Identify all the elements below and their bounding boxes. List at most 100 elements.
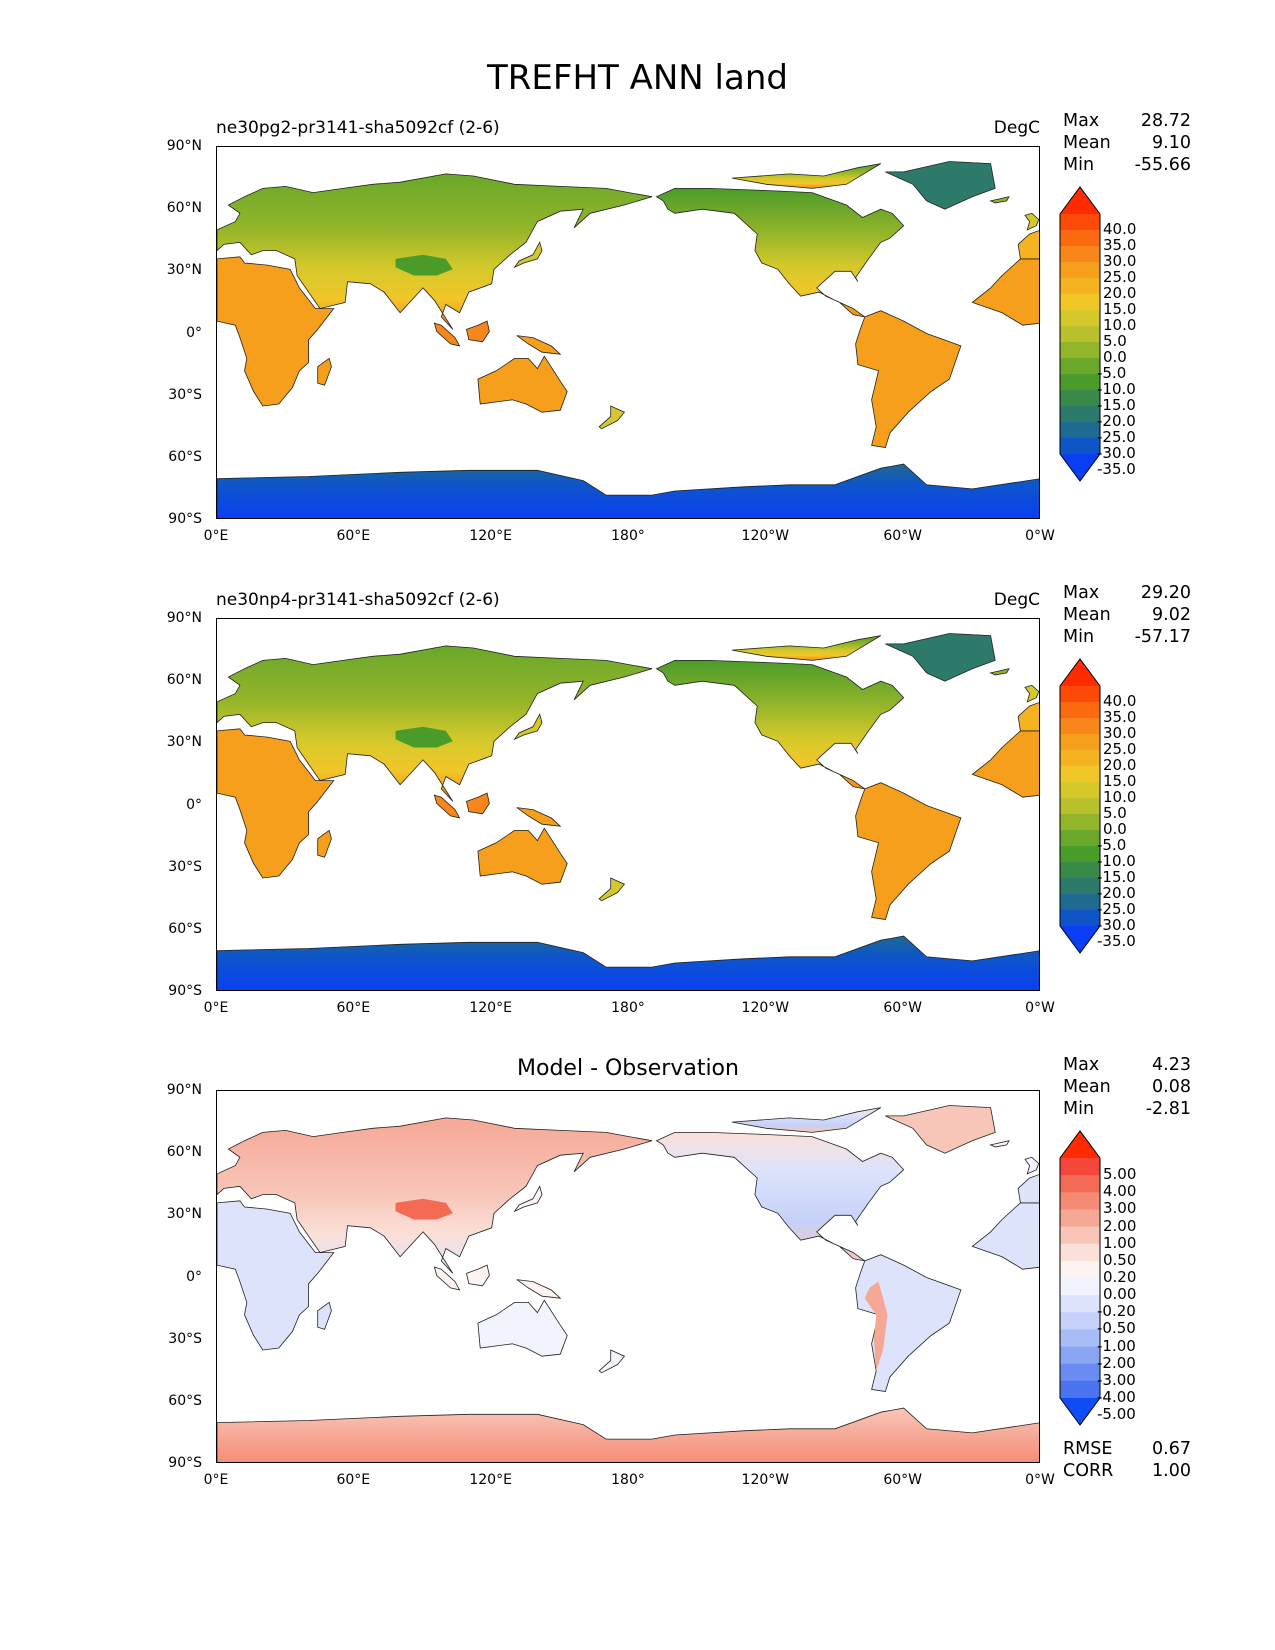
landmass-sumatra [433, 794, 461, 819]
lon-tick-label: 180° [611, 1472, 645, 1488]
map-plot [216, 618, 1040, 991]
colorbar-segment [1060, 326, 1100, 343]
colorbar-tick-label: 20.0 [1103, 284, 1137, 302]
landmass-arcticis [731, 635, 882, 661]
colorbar-segment [1060, 1192, 1100, 1210]
lon-tick-label: 60°E [336, 1000, 371, 1016]
colorbar-tick-label: -10.0 [1097, 380, 1136, 398]
colorbar-tick-label: 4.00 [1103, 1182, 1137, 1201]
landmass-nz [598, 405, 626, 430]
lat-tick-label: 60°S [168, 448, 202, 465]
colorbar-tick-label: 15.0 [1103, 300, 1137, 318]
landmass-borneo [466, 1264, 490, 1287]
lon-tick-label: 60°E [336, 1472, 371, 1488]
lat-tick-label: 60°N [166, 1144, 202, 1161]
landmass-eurasia [217, 173, 653, 330]
colorbar-tick-label: -35.0 [1097, 932, 1136, 950]
colorbar-segment [1060, 894, 1100, 911]
colorbar-tick-label: 2.00 [1103, 1216, 1137, 1235]
landmass-greenland [885, 161, 996, 210]
landmass-borneo [466, 320, 490, 343]
colorbar-segment [1060, 1209, 1100, 1228]
colorbar-segment [1060, 294, 1100, 311]
map-plot [216, 146, 1040, 519]
landmass-japan [513, 713, 543, 741]
colorbar-segment [1060, 830, 1100, 847]
colorbar-tick-label: -10.0 [1097, 852, 1136, 870]
colorbar-segment [1060, 734, 1100, 751]
landmass-africa [217, 256, 335, 407]
landmass-tibet [395, 726, 453, 748]
colorbar-segment [1060, 374, 1100, 391]
colorbar-segment [1060, 246, 1100, 263]
colorbar-segment [1060, 878, 1100, 895]
colorbar-outline [1059, 658, 1101, 954]
colorbar-tick-label: 0.50 [1103, 1250, 1137, 1269]
landmass-australia [477, 827, 568, 885]
landmass-madagascar [317, 357, 332, 386]
stat-mean: Mean 9.02 [1063, 605, 1191, 625]
lon-tick-label: 0°E [203, 528, 229, 544]
landmass-eurasia_w [1017, 1174, 1039, 1204]
lon-tick-label: 180° [611, 1000, 645, 1016]
units-label: DegC [993, 590, 1040, 610]
landmass-antarctica [217, 463, 1039, 518]
map-canvas [217, 1105, 1039, 1462]
lon-tick-label: 180° [611, 528, 645, 544]
landmass-antarctica [217, 1407, 1039, 1462]
colorbar-tick-label: 0.0 [1103, 820, 1127, 838]
colorbar-tick-label: -4.00 [1097, 1388, 1136, 1406]
colorbar-segment [1060, 718, 1100, 735]
landmass-tibet [395, 254, 453, 276]
units-label: DegC [993, 118, 1040, 138]
colorbar-tick-label: -30.0 [1097, 916, 1136, 934]
landmass-africa [217, 1200, 335, 1351]
colorbar-segment [1060, 358, 1100, 375]
stat-max: Max 4.23 [1063, 1055, 1191, 1075]
colorbar-segment [1060, 846, 1100, 863]
stat-max: Max 29.20 [1063, 583, 1191, 603]
colorbar-segment [1060, 1158, 1100, 1176]
lat-tick-label: 0° [186, 1268, 202, 1285]
lon-tick-label: 120°E [469, 1472, 512, 1488]
lat-tick-label: 0° [186, 324, 202, 341]
stats-box: Max 28.72 Mean 9.10 Min -55.66 [1063, 110, 1191, 176]
colorbar [1059, 186, 1101, 482]
landmass-nz [598, 1349, 626, 1374]
landmass-japan [513, 1185, 543, 1213]
colorbar-tick-label: 40.0 [1103, 692, 1137, 710]
lat-tick-label: 90°S [168, 1455, 202, 1471]
landmass-japan [513, 241, 543, 269]
colorbar-tick-label: -5.0 [1097, 836, 1127, 854]
colorbar-tick-label: -25.0 [1097, 900, 1136, 918]
colorbar-segment [1060, 342, 1100, 359]
colorbar-tick-label: 35.0 [1103, 236, 1137, 254]
lat-tick-label: 0° [186, 796, 202, 813]
colorbar-extend-min [1060, 454, 1100, 481]
colorbar-tick-label: 0.20 [1103, 1268, 1137, 1286]
lat-tick-label: 30°S [168, 858, 202, 875]
lat-tick-label: 90°S [168, 511, 202, 527]
lat-tick-label: 30°S [168, 1330, 202, 1347]
colorbar-segment [1060, 1346, 1100, 1365]
landmass-antarctica [217, 935, 1039, 990]
colorbar-outline [1059, 1130, 1101, 1426]
colorbar-segment [1060, 766, 1100, 783]
colorbar-segment [1060, 422, 1100, 439]
colorbar-tick-label: 25.0 [1103, 268, 1137, 286]
lon-tick-label: 0°W [1025, 1472, 1055, 1488]
landmass-sumatra [433, 322, 461, 347]
colorbar-segment [1060, 862, 1100, 879]
colorbar-tick-label: -0.50 [1097, 1319, 1136, 1338]
colorbar-tick-label: 5.00 [1103, 1165, 1137, 1184]
lat-tick-label: 90°S [168, 983, 202, 999]
landmass-africa_w [971, 1202, 1039, 1270]
colorbar-tick-label: -5.0 [1097, 364, 1127, 382]
colorbar-segment [1060, 1363, 1100, 1382]
colorbar-tick-label: 40.0 [1103, 220, 1137, 238]
landmass-newguinea [516, 1279, 562, 1299]
lon-tick-label: 120°W [741, 1000, 790, 1016]
landmass-uk [1024, 684, 1039, 703]
lon-tick-label: 60°W [883, 1472, 922, 1488]
stat-corr: CORR 1.00 [1063, 1461, 1191, 1481]
